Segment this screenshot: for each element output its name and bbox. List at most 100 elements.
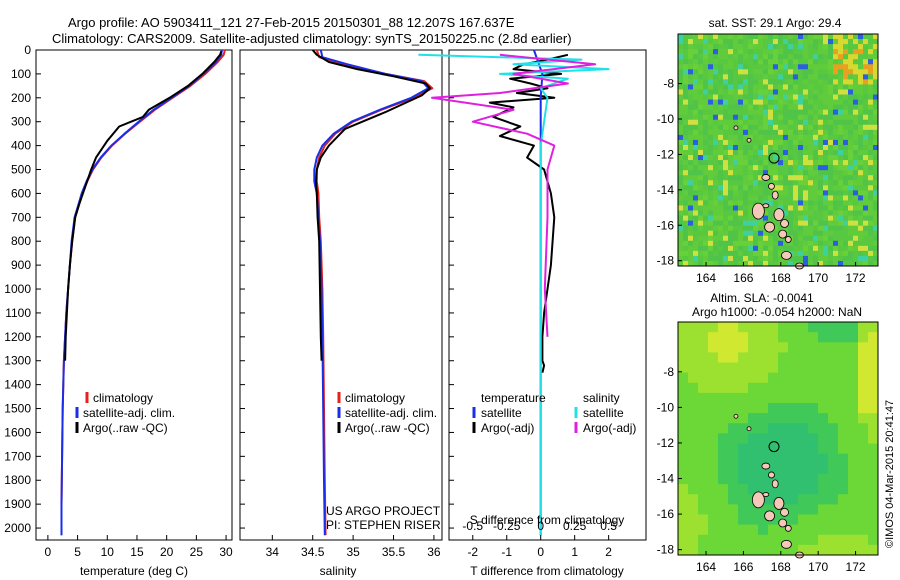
map-cell bbox=[778, 84, 784, 90]
map-cell bbox=[733, 160, 739, 166]
map-cell bbox=[703, 119, 709, 126]
map-cell bbox=[718, 99, 724, 106]
map-cell bbox=[723, 134, 729, 141]
map-cell bbox=[843, 220, 849, 227]
map-cell bbox=[783, 175, 789, 181]
map-cell bbox=[838, 175, 844, 181]
map-cell bbox=[713, 260, 719, 267]
y-tick-label: 1900 bbox=[4, 497, 31, 511]
map-cell bbox=[873, 129, 879, 136]
map-cell bbox=[753, 185, 759, 191]
map-cell bbox=[868, 215, 874, 222]
map-cell bbox=[763, 124, 769, 131]
map-cell bbox=[828, 220, 834, 227]
map-cell bbox=[863, 235, 869, 242]
map-cell bbox=[758, 99, 764, 106]
map-cell bbox=[833, 255, 839, 262]
map-cell bbox=[873, 230, 879, 237]
map-cell bbox=[833, 190, 839, 196]
series-line-argo-raw-qc- bbox=[311, 49, 431, 361]
map-cell bbox=[763, 185, 769, 191]
map-cell bbox=[703, 49, 709, 55]
x-tick-label: 15 bbox=[130, 545, 144, 559]
map-cell bbox=[808, 230, 814, 237]
map-cell bbox=[823, 89, 829, 95]
map-cell bbox=[758, 322, 769, 333]
map-cell bbox=[698, 175, 704, 181]
map-cell bbox=[678, 245, 684, 252]
map-cell bbox=[688, 494, 699, 505]
map-cell bbox=[803, 79, 809, 85]
map-cell bbox=[723, 215, 729, 222]
map-cell bbox=[728, 240, 734, 247]
map-cell bbox=[783, 44, 789, 50]
map-cell bbox=[788, 185, 794, 191]
map-cell bbox=[808, 185, 814, 191]
map-cell bbox=[813, 240, 819, 247]
map-cell bbox=[788, 322, 799, 333]
map-cell bbox=[803, 165, 809, 171]
map-cell bbox=[798, 453, 809, 465]
map-cell bbox=[798, 34, 804, 40]
map-cell bbox=[688, 190, 694, 196]
map-cell bbox=[708, 99, 714, 106]
map-cell bbox=[678, 165, 684, 171]
map-cell bbox=[783, 94, 789, 100]
map-cell bbox=[838, 129, 844, 136]
map-cell bbox=[718, 190, 724, 196]
map-cell bbox=[723, 99, 729, 106]
map-cell bbox=[698, 89, 704, 95]
map-cell bbox=[713, 230, 719, 237]
map-cell bbox=[803, 210, 809, 216]
map-cell bbox=[728, 119, 734, 126]
header-line-1: Argo profile: AO 5903411_121 27-Feb-2015… bbox=[68, 15, 515, 30]
map-cell bbox=[863, 114, 869, 121]
map-cell bbox=[828, 175, 834, 181]
map-cell bbox=[783, 165, 789, 171]
map-cell bbox=[818, 104, 824, 111]
map-cell bbox=[788, 84, 794, 90]
map-cell bbox=[748, 260, 754, 267]
map-cell bbox=[768, 544, 779, 556]
map-cell bbox=[848, 64, 854, 70]
map-cell bbox=[843, 104, 849, 111]
map-cell bbox=[743, 69, 749, 75]
map-cell bbox=[698, 240, 704, 247]
map-cell bbox=[688, 245, 694, 252]
map-cell bbox=[718, 54, 724, 60]
map-cell bbox=[848, 124, 854, 131]
map-cell bbox=[678, 403, 689, 414]
map-cell bbox=[858, 240, 864, 247]
map-cell bbox=[768, 84, 774, 90]
map-cell bbox=[678, 89, 684, 95]
map-cell bbox=[828, 84, 834, 90]
map-cell bbox=[763, 89, 769, 95]
map-cell bbox=[813, 155, 819, 161]
map-cell bbox=[778, 195, 784, 201]
map-cell bbox=[793, 134, 799, 141]
map-cell bbox=[703, 74, 709, 80]
map-cell bbox=[768, 44, 774, 50]
map-cell bbox=[678, 200, 684, 206]
map-cell bbox=[723, 150, 729, 156]
map-cell bbox=[828, 453, 839, 465]
map-cell bbox=[773, 205, 779, 211]
map-cell bbox=[678, 175, 684, 181]
map-cell bbox=[788, 59, 794, 65]
map-cell bbox=[823, 99, 829, 106]
map-cell bbox=[848, 473, 859, 485]
map-cell bbox=[823, 119, 829, 126]
map-cell bbox=[738, 210, 744, 216]
map-cell bbox=[818, 190, 824, 196]
map-cell bbox=[848, 89, 854, 95]
map-cell bbox=[698, 342, 709, 353]
map-cell bbox=[818, 109, 824, 116]
map-cell bbox=[703, 134, 709, 141]
map-cell bbox=[678, 190, 684, 196]
map-cell bbox=[818, 453, 829, 465]
map-cell bbox=[728, 89, 734, 95]
map-cell bbox=[698, 34, 704, 40]
map-cell bbox=[748, 119, 754, 126]
map-cell bbox=[718, 200, 724, 206]
map-cell bbox=[768, 129, 774, 136]
